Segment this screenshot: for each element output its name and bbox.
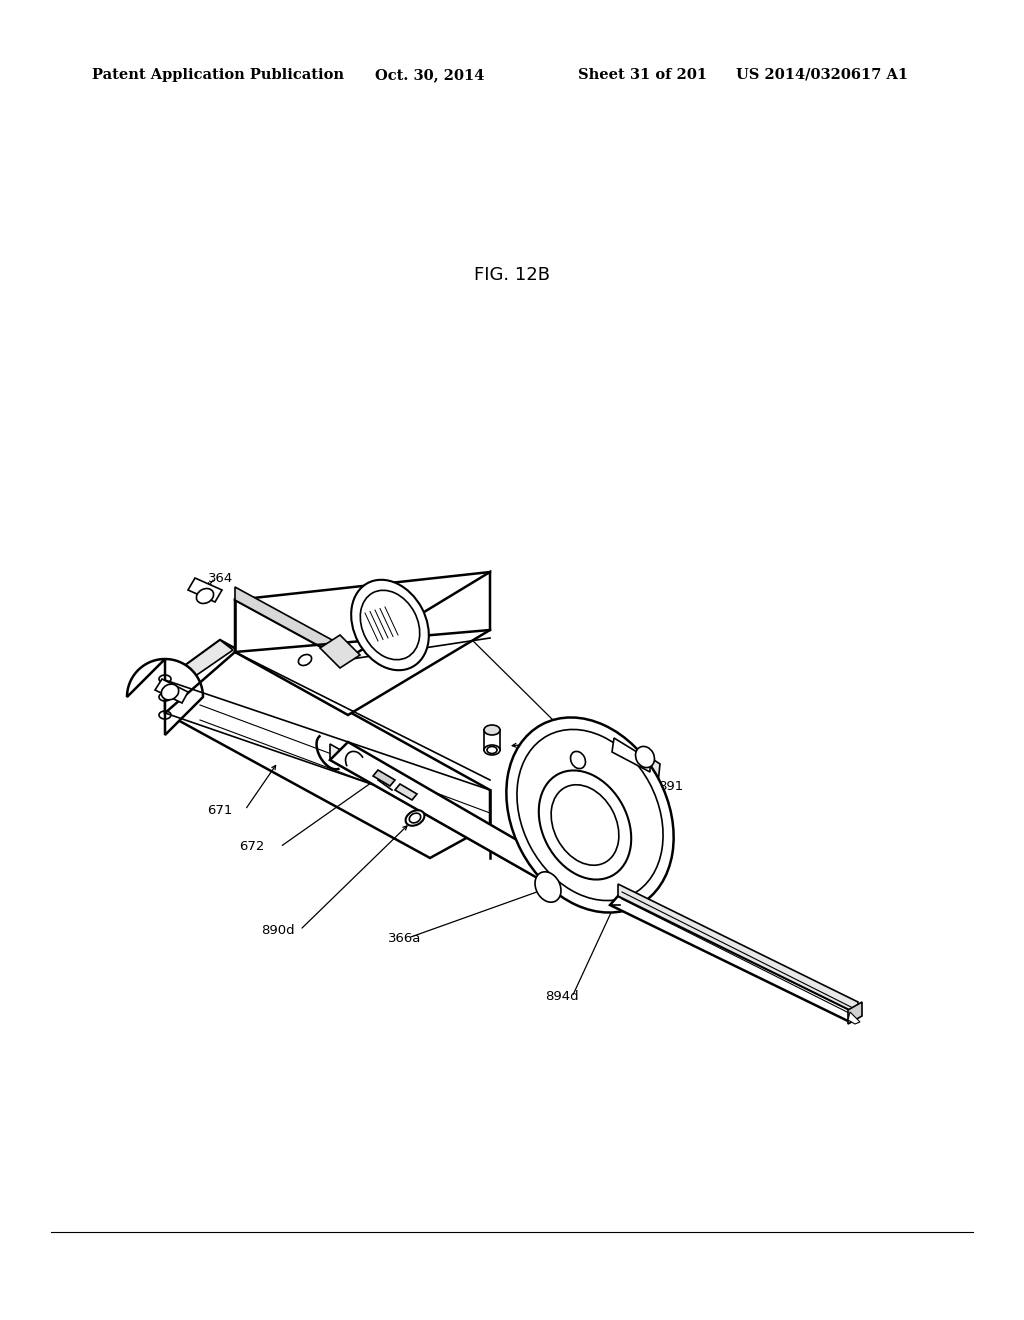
Ellipse shape (351, 579, 429, 671)
Ellipse shape (484, 744, 500, 755)
Polygon shape (330, 742, 572, 888)
Text: US 2014/0320617 A1: US 2014/0320617 A1 (736, 69, 908, 82)
Text: 364: 364 (208, 572, 233, 585)
Text: FIG. 12B: FIG. 12B (474, 267, 550, 284)
Text: 891: 891 (658, 780, 683, 792)
Polygon shape (618, 884, 858, 1014)
Polygon shape (373, 770, 395, 785)
Polygon shape (608, 741, 660, 906)
Text: 366b: 366b (560, 718, 594, 730)
Polygon shape (484, 730, 500, 750)
Polygon shape (330, 744, 555, 888)
Ellipse shape (539, 771, 631, 879)
Ellipse shape (298, 655, 311, 665)
Ellipse shape (360, 590, 420, 660)
Polygon shape (848, 1002, 862, 1024)
Text: Patent Application Publication: Patent Application Publication (92, 69, 344, 82)
Polygon shape (848, 1012, 860, 1024)
Polygon shape (610, 896, 858, 1022)
Text: Oct. 30, 2014: Oct. 30, 2014 (375, 69, 484, 82)
Polygon shape (155, 678, 188, 704)
Ellipse shape (517, 730, 664, 900)
Ellipse shape (484, 725, 500, 735)
Polygon shape (234, 572, 490, 715)
Ellipse shape (636, 746, 654, 768)
Polygon shape (319, 635, 360, 668)
Ellipse shape (406, 810, 424, 826)
Ellipse shape (506, 718, 674, 912)
Text: 671: 671 (207, 804, 232, 817)
Polygon shape (188, 578, 222, 602)
Ellipse shape (410, 813, 421, 822)
Text: 894d: 894d (545, 990, 579, 1003)
Text: 366a: 366a (388, 932, 421, 945)
Polygon shape (612, 738, 650, 772)
Ellipse shape (551, 785, 618, 865)
Ellipse shape (570, 751, 586, 768)
Text: 672: 672 (240, 841, 265, 854)
Ellipse shape (197, 589, 214, 603)
Text: 166b: 166b (560, 735, 594, 748)
Ellipse shape (162, 684, 179, 700)
Polygon shape (127, 659, 203, 735)
Text: Sheet 31 of 201: Sheet 31 of 201 (578, 69, 708, 82)
Text: 890d: 890d (261, 924, 295, 936)
Ellipse shape (487, 747, 497, 754)
Polygon shape (395, 784, 417, 800)
Polygon shape (234, 587, 345, 660)
Ellipse shape (535, 871, 561, 902)
Polygon shape (165, 640, 490, 858)
Polygon shape (165, 640, 233, 690)
